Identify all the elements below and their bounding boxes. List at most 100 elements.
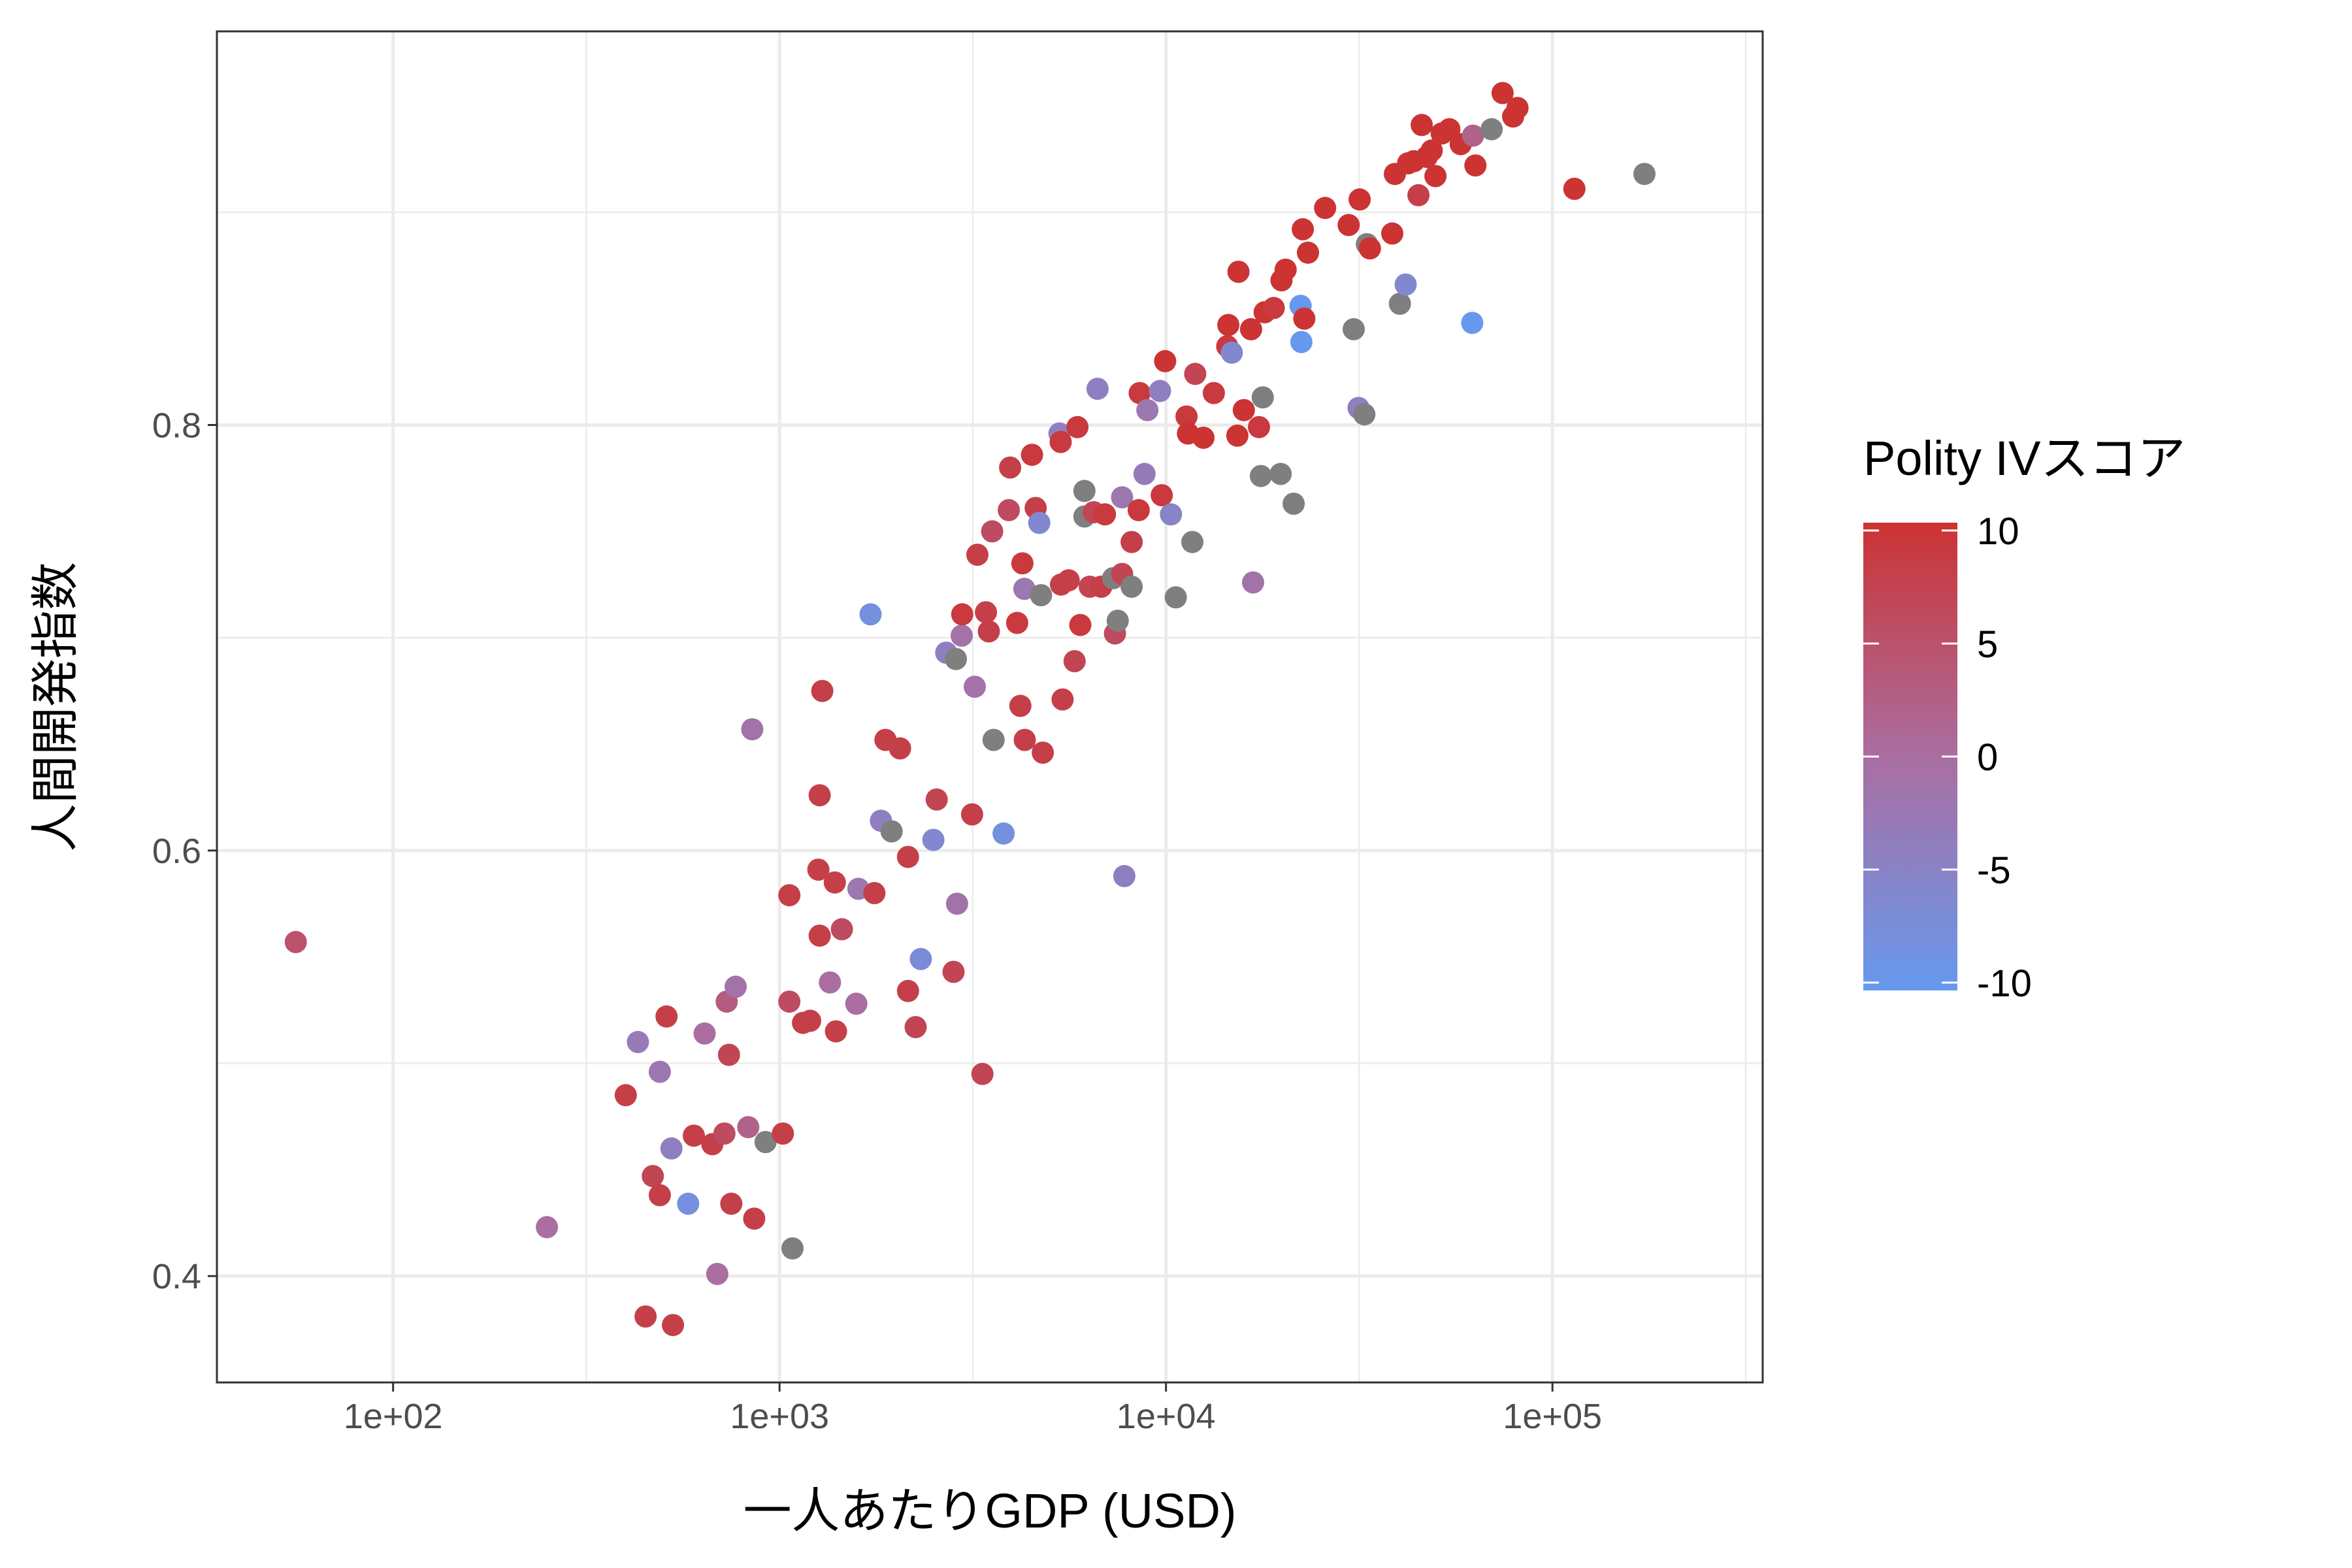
data-point <box>1021 444 1043 466</box>
data-point <box>1358 237 1381 260</box>
data-point <box>1269 463 1292 485</box>
data-point <box>1154 350 1177 372</box>
data-point <box>737 1116 760 1139</box>
data-point <box>896 845 919 868</box>
data-point <box>1563 178 1586 200</box>
x-tick-label: 1e+03 <box>730 1397 829 1436</box>
data-point <box>778 990 801 1013</box>
data-point <box>945 892 968 915</box>
data-point <box>1248 416 1270 438</box>
data-point <box>1013 728 1036 751</box>
data-point <box>819 971 841 994</box>
data-point <box>614 1084 637 1107</box>
data-point <box>1424 165 1447 188</box>
data-point <box>648 1184 671 1207</box>
data-point <box>1184 363 1207 385</box>
data-point <box>1227 261 1250 283</box>
data-point <box>1394 273 1417 296</box>
data-point <box>966 544 988 566</box>
y-tick-label: 0.6 <box>152 832 201 871</box>
data-point <box>951 624 973 647</box>
data-point <box>977 620 1000 643</box>
data-point <box>981 520 1004 543</box>
data-point <box>1633 163 1656 186</box>
data-point <box>1175 405 1198 428</box>
data-point <box>1013 578 1036 600</box>
data-point <box>964 676 986 698</box>
x-tick-label: 1e+05 <box>1503 1397 1602 1436</box>
data-point <box>1120 531 1143 553</box>
data-point <box>1066 416 1089 438</box>
data-point <box>1063 650 1086 672</box>
data-point <box>1297 241 1319 264</box>
data-point <box>1086 378 1109 400</box>
data-point <box>807 858 830 881</box>
data-point <box>1411 114 1433 137</box>
data-point <box>1160 503 1183 526</box>
x-axis-title: 一人あたりGDP (USD) <box>743 1484 1236 1538</box>
data-point <box>648 1060 671 1083</box>
data-point <box>1232 399 1255 421</box>
legend-ticks: 10 5 0 -5 -10 <box>1863 510 2032 1005</box>
data-point <box>799 1009 821 1032</box>
data-point <box>1343 318 1365 340</box>
data-point <box>1491 82 1514 105</box>
data-point <box>825 1020 847 1043</box>
data-point <box>1239 318 1262 340</box>
data-point <box>971 1062 994 1085</box>
data-point <box>863 882 886 904</box>
y-tick-label: 0.4 <box>152 1257 201 1296</box>
x-tick-label: 1e+02 <box>344 1397 443 1436</box>
data-point <box>1506 97 1529 120</box>
data-point <box>1069 613 1092 636</box>
data-point <box>925 788 948 811</box>
data-point <box>1217 314 1240 336</box>
data-point <box>1464 154 1487 177</box>
data-point <box>811 679 834 702</box>
data-point <box>1106 610 1129 632</box>
data-point <box>1057 569 1080 592</box>
data-point <box>1480 118 1503 140</box>
data-point <box>1242 571 1264 594</box>
data-point <box>754 1131 777 1153</box>
data-point <box>1149 380 1171 402</box>
data-point <box>1292 218 1315 240</box>
data-point <box>1073 480 1096 502</box>
data-point <box>725 975 747 998</box>
data-point <box>1461 312 1484 335</box>
data-point <box>1094 503 1117 526</box>
data-point <box>1249 465 1272 487</box>
data-point <box>642 1165 664 1188</box>
data-point <box>693 1022 716 1045</box>
data-point <box>741 718 764 741</box>
data-point <box>1181 531 1203 553</box>
data-point <box>1407 184 1430 206</box>
data-point <box>743 1207 766 1230</box>
data-point <box>942 960 965 983</box>
data-point <box>634 1305 657 1328</box>
data-point <box>1032 742 1054 764</box>
data-point <box>998 498 1021 521</box>
data-point <box>627 1030 649 1053</box>
data-point <box>660 1137 683 1160</box>
data-point <box>1136 399 1159 421</box>
data-point <box>720 1192 743 1215</box>
data-point <box>830 918 853 941</box>
data-point <box>1120 576 1143 598</box>
data-point <box>1128 382 1151 404</box>
data-point <box>1111 486 1134 509</box>
legend-tick-label: -5 <box>1977 849 2011 892</box>
data-point <box>1220 341 1243 364</box>
data-points <box>284 82 1656 1337</box>
data-point <box>845 992 868 1015</box>
data-point <box>960 803 983 826</box>
data-point <box>1151 484 1173 506</box>
data-point <box>1348 188 1371 211</box>
data-point <box>992 822 1015 845</box>
data-point <box>1274 258 1297 281</box>
data-point <box>889 737 911 760</box>
data-point <box>772 1122 794 1145</box>
legend-tick-label: 10 <box>1977 510 2019 553</box>
data-point <box>778 884 801 907</box>
legend-tick-label: -10 <box>1977 962 2032 1005</box>
